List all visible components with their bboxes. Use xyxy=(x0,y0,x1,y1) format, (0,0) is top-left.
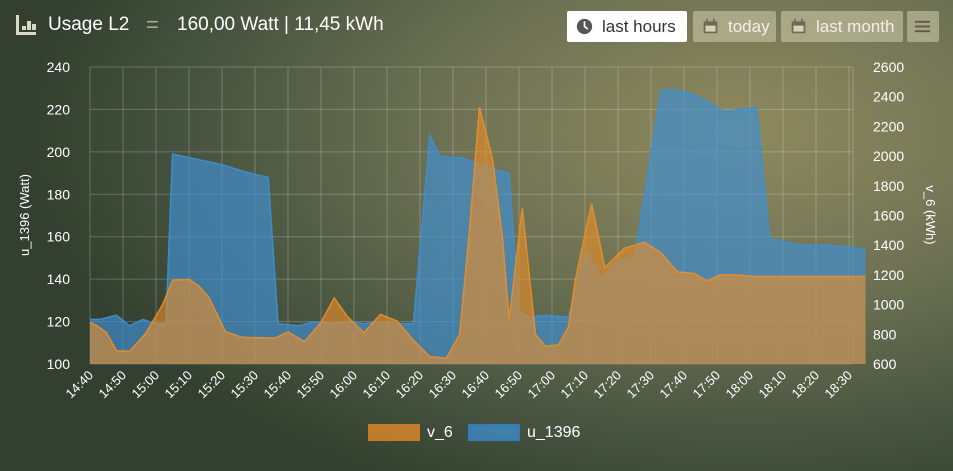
series-line-u1396 xyxy=(90,89,866,327)
line-chart-icon xyxy=(16,15,36,35)
x-tick-label: 18:20 xyxy=(789,368,823,402)
right-tick-label: 1000 xyxy=(873,297,904,313)
left-tick-label: 100 xyxy=(47,356,71,372)
right-tick-label: 1600 xyxy=(873,208,904,224)
right-tick-label: 2400 xyxy=(873,89,904,105)
x-tick-label: 16:30 xyxy=(426,368,460,402)
x-tick-label: 16:20 xyxy=(393,368,427,402)
clock-icon xyxy=(576,18,593,35)
right-axis-ticks: 600 800 1000 1200 1400 1600 1800 2000 2200 2400 26… xyxy=(873,59,904,372)
menu-button[interactable] xyxy=(907,11,939,42)
series-areas xyxy=(89,89,866,365)
left-tick-label: 220 xyxy=(47,101,71,117)
x-tick-label: 15:50 xyxy=(294,368,328,402)
chart-header: Usage L2 = 160,00 Watt | 11,45 kWh last … xyxy=(0,0,953,48)
x-axis-ticks: 14:40 14:50 15:00 15:10 15:20 15:30 15:40 15:50… xyxy=(63,368,856,402)
x-tick-label: 16:40 xyxy=(459,368,493,402)
legend-label-u1396[interactable]: u_1396 xyxy=(527,424,581,441)
x-tick-label: 15:10 xyxy=(162,368,196,402)
x-tick-label: 17:20 xyxy=(591,368,625,402)
right-tick-label: 2000 xyxy=(873,148,904,164)
today-label: today xyxy=(728,17,770,36)
today-button[interactable]: today xyxy=(693,11,776,42)
series-line-v6 xyxy=(89,106,866,359)
right-tick-label: 600 xyxy=(873,356,897,372)
last-hours-button[interactable]: last hours xyxy=(567,11,687,42)
x-tick-label: 15:20 xyxy=(195,368,229,402)
x-tick-label: 14:50 xyxy=(96,368,130,402)
left-tick-label: 240 xyxy=(47,59,71,75)
right-tick-label: 1400 xyxy=(873,237,904,253)
x-tick-label: 15:30 xyxy=(228,368,262,402)
right-tick-label: 1800 xyxy=(873,178,904,194)
calendar-icon xyxy=(791,18,806,34)
left-axis-label: u_1396 (Watt) xyxy=(17,174,32,256)
legend: v_6 u_1396 xyxy=(368,422,598,444)
x-tick-label: 18:30 xyxy=(822,368,856,402)
last-month-button[interactable]: last month xyxy=(781,11,903,42)
calendar-icon xyxy=(703,18,718,34)
x-tick-label: 15:00 xyxy=(129,368,163,402)
title-separator: = xyxy=(146,12,159,37)
right-tick-label: 2600 xyxy=(873,59,904,75)
x-tick-label: 14:40 xyxy=(63,368,97,402)
legend-swatch-v6 xyxy=(368,424,420,441)
left-tick-label: 120 xyxy=(47,314,71,330)
x-tick-label: 17:50 xyxy=(690,368,724,402)
right-tick-label: 2200 xyxy=(873,118,904,134)
x-tick-label: 17:10 xyxy=(558,368,592,402)
right-tick-label: 800 xyxy=(873,326,897,342)
chart-title: Usage L2 xyxy=(48,14,130,35)
x-tick-label: 16:10 xyxy=(360,368,394,402)
legend-label-v6[interactable]: v_6 xyxy=(427,424,453,441)
last-hours-label: last hours xyxy=(602,17,676,36)
x-tick-label: 18:10 xyxy=(756,368,790,402)
hamburger-menu-icon xyxy=(914,20,931,33)
x-tick-label: 16:00 xyxy=(327,368,361,402)
left-axis-ticks: 100 120 140 160 180 200 220 240 xyxy=(47,59,71,372)
left-tick-label: 160 xyxy=(47,229,71,245)
left-tick-label: 140 xyxy=(47,271,71,287)
x-tick-label: 16:50 xyxy=(492,368,526,402)
current-value: 160,00 Watt | 11,45 kWh xyxy=(177,14,384,35)
right-axis-label: v_6 (kWh) xyxy=(923,185,938,244)
x-tick-label: 18:00 xyxy=(723,368,757,402)
left-tick-label: 180 xyxy=(47,186,71,202)
x-tick-label: 17:00 xyxy=(525,368,559,402)
x-tick-label: 17:40 xyxy=(657,368,691,402)
x-tick-label: 15:40 xyxy=(261,368,295,402)
left-tick-label: 200 xyxy=(47,144,71,160)
series-area-v6 xyxy=(90,107,866,364)
x-tick-label: 17:30 xyxy=(624,368,658,402)
right-tick-label: 1200 xyxy=(873,267,904,283)
last-month-label: last month xyxy=(816,17,895,36)
legend-swatch-u1396 xyxy=(468,424,520,441)
